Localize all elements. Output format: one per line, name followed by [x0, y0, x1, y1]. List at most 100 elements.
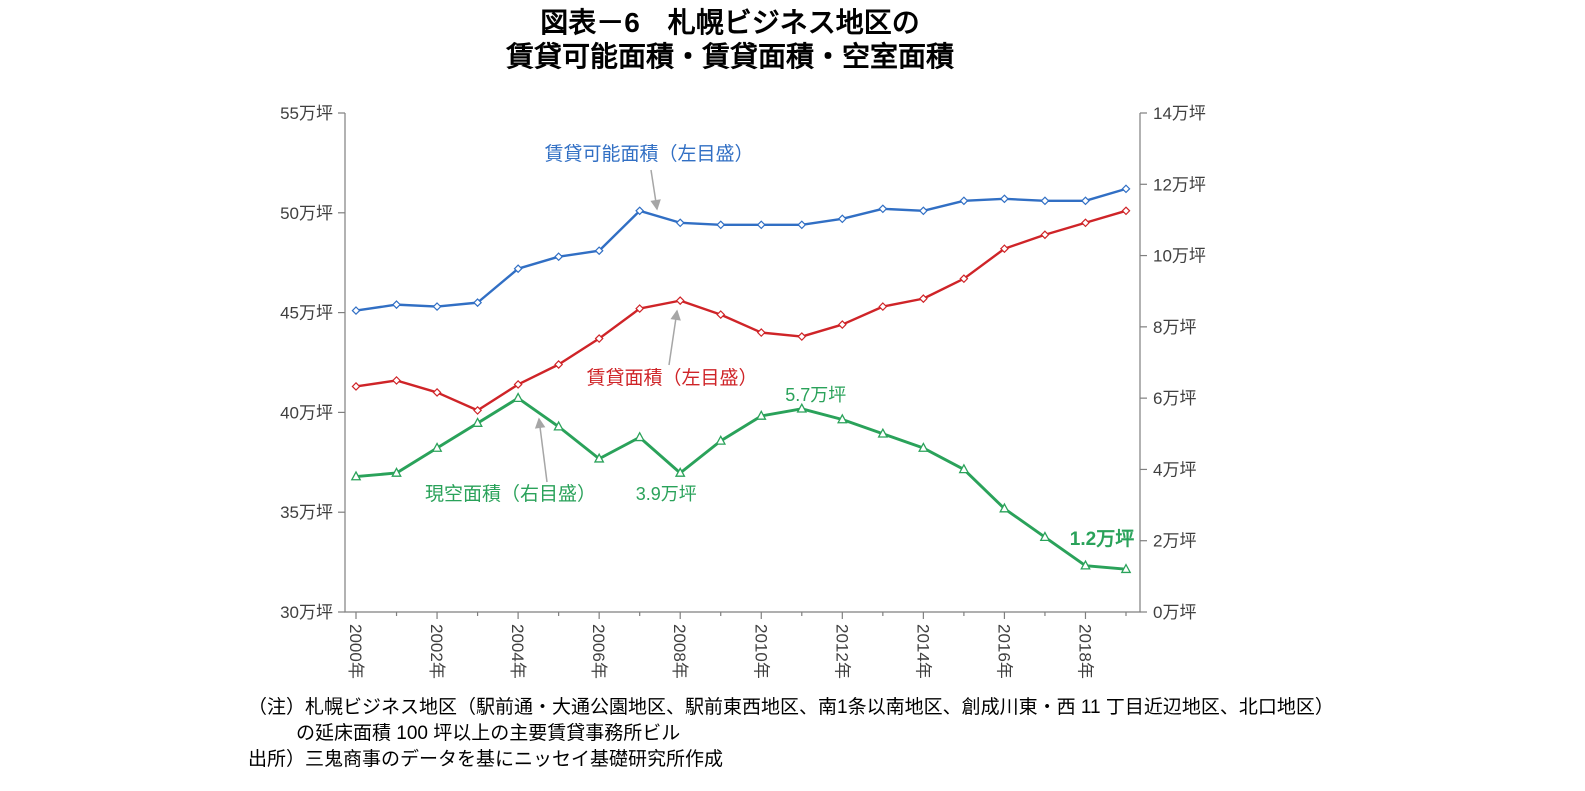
left-axis-tick-label: 40万坪	[280, 403, 333, 422]
rentable-area-line-marker	[878, 204, 888, 214]
rentable-area-line-marker	[1121, 184, 1131, 194]
rented-area-line	[354, 209, 1128, 412]
vacant-area-line-marker	[1120, 563, 1132, 574]
rented-area-line-marker	[837, 320, 847, 330]
rented-area-line-marker	[1040, 230, 1050, 240]
vacant-area-line-marker	[918, 442, 929, 452]
vacant-area-line-marker	[796, 402, 808, 413]
right-axis-tick-label: 8万坪	[1153, 318, 1196, 337]
rentable-area-line-marker	[959, 196, 969, 206]
series-label-rentable-area-arrow	[650, 169, 661, 211]
rented-area-line-marker	[756, 328, 766, 338]
annotation-vacancy-latest: 1.2万坪	[1070, 528, 1134, 550]
vacant-area-line-marker	[431, 442, 443, 452]
rentable-area-line-marker	[716, 220, 726, 230]
series-label-vacant-area: 現空面積（右目盛）	[425, 483, 596, 505]
x-axis-tick-label: 2016年	[994, 624, 1013, 679]
rentable-area-line-marker	[473, 298, 483, 308]
rented-area-line-marker	[675, 296, 685, 306]
rented-area-line-marker	[999, 244, 1009, 254]
rented-area-line-marker	[432, 387, 442, 397]
x-axis-tick-label: 2004年	[508, 624, 527, 679]
rentable-area-line	[354, 187, 1128, 312]
vacant-area-line-marker	[472, 417, 483, 427]
rentable-area-line-marker	[513, 264, 523, 274]
series-label-rented-area-arrow	[668, 309, 681, 366]
rentable-area-line-marker	[635, 206, 645, 216]
vacant-area-line-marker	[999, 502, 1010, 513]
rentable-area-line-marker	[797, 220, 807, 230]
vacant-area-line-marker	[1080, 559, 1091, 570]
right-axis-tick-label: 10万坪	[1153, 247, 1206, 266]
rentable-area-line-marker	[1040, 196, 1050, 206]
x-axis-tick-label: 2000年	[346, 624, 365, 679]
right-axis-tick-label: 4万坪	[1153, 460, 1196, 479]
rented-area-line-marker	[918, 294, 928, 304]
chart-title-line2: 賃貸可能面積・賃貸面積・空室面積	[505, 41, 954, 72]
vacant-area-line-marker	[674, 467, 686, 477]
rentable-area-line-marker	[999, 194, 1009, 204]
axis-frame	[344, 113, 1141, 613]
rented-area-line-marker	[1081, 218, 1090, 228]
rented-area-line-marker	[1121, 206, 1131, 216]
chart-title-line1: 図表－6 札幌ビジネス地区の	[540, 7, 920, 38]
right-axis-tick-label: 12万坪	[1153, 175, 1206, 194]
vacant-area-line-marker	[391, 467, 402, 477]
rented-area-line-marker	[797, 332, 807, 342]
right-axis-tick-label: 0万坪	[1153, 603, 1196, 622]
x-axis-tick-label: 2008年	[670, 624, 689, 679]
left-axis-tick-label: 30万坪	[280, 603, 333, 622]
right-axis-tick-label: 2万坪	[1153, 532, 1196, 551]
rentable-area-line-marker	[1081, 196, 1090, 206]
left-axis-tick-label: 45万坪	[280, 304, 333, 323]
rentable-area-line-marker	[392, 300, 401, 310]
rentable-area-line-marker	[837, 214, 847, 224]
rented-area-line-marker	[878, 302, 888, 312]
rented-area-line-marker	[716, 310, 726, 320]
rentable-area-line-marker	[675, 218, 685, 228]
vacant-area-line-marker	[553, 420, 564, 431]
annotation-vacancy-peak: 5.7万坪	[785, 385, 846, 405]
x-axis-tick-label: 2010年	[751, 624, 770, 679]
chart-title: 図表－6 札幌ビジネス地区の 賃貸可能面積・賃貸面積・空室面積	[0, 6, 1460, 74]
rented-area-line-marker	[392, 376, 401, 385]
left-axis-tick-label: 35万坪	[280, 503, 333, 522]
x-axis-tick-label: 2018年	[1075, 624, 1094, 679]
vacant-area-line-marker	[958, 463, 970, 474]
x-axis-tick-label: 2012年	[832, 624, 851, 679]
rentable-area-line-marker	[756, 220, 766, 230]
vacant-area-line-marker	[837, 413, 848, 424]
left-axis-tick-label: 55万坪	[280, 104, 333, 123]
vacant-area-line	[354, 396, 1128, 571]
vacant-area-line-marker	[350, 470, 362, 481]
vacant-area-line-marker	[715, 434, 727, 445]
vacant-area-line-marker	[877, 427, 889, 438]
x-axis-tick-label: 2006年	[589, 624, 608, 679]
x-axis-tick-label: 2014年	[913, 624, 932, 679]
vacant-area-line-marker	[512, 392, 524, 402]
vacant-area-line-marker	[593, 452, 605, 463]
chart-notes: （注）札幌ビジネス地区（駅前通・大通公園地区、駅前東西地区、南1条以南地区、創成…	[248, 695, 1334, 773]
annotation-vacancy-dip: 3.9万坪	[636, 484, 697, 504]
rented-area-line-marker	[513, 380, 523, 389]
vacant-area-line-marker	[1039, 531, 1051, 541]
right-axis-tick-label: 6万坪	[1153, 389, 1196, 408]
rented-area-line-marker	[594, 334, 604, 343]
rented-area-line-marker	[473, 405, 483, 415]
rentable-area-line-marker	[918, 206, 928, 216]
rented-area-line-marker	[554, 360, 564, 369]
note-line-2: の延床面積 100 坪以上の主要賃貸事務所ビル	[296, 723, 681, 744]
note-line-3: 出所）三鬼商事のデータを基にニッセイ基礎研究所作成	[248, 749, 724, 770]
rented-area-line-marker	[635, 304, 645, 314]
right-axis-tick-label: 14万坪	[1153, 104, 1206, 123]
chart-canvas: 30万坪 35万坪 40万坪 45万坪 50万坪 55万坪 0万坪 2万坪 4万坪 6万坪 8万坪 1…	[280, 104, 1206, 679]
series-label-vacant-area-arrow	[534, 417, 548, 483]
vacant-area-line-marker	[755, 409, 767, 420]
rented-area-line-marker	[959, 274, 969, 284]
rentable-area-line-marker	[351, 306, 361, 316]
x-axis-tick-label: 2002年	[427, 624, 446, 679]
rentable-area-line-marker	[554, 252, 564, 262]
rentable-area-line-marker	[432, 302, 442, 312]
vacant-area-line-marker	[634, 431, 645, 442]
